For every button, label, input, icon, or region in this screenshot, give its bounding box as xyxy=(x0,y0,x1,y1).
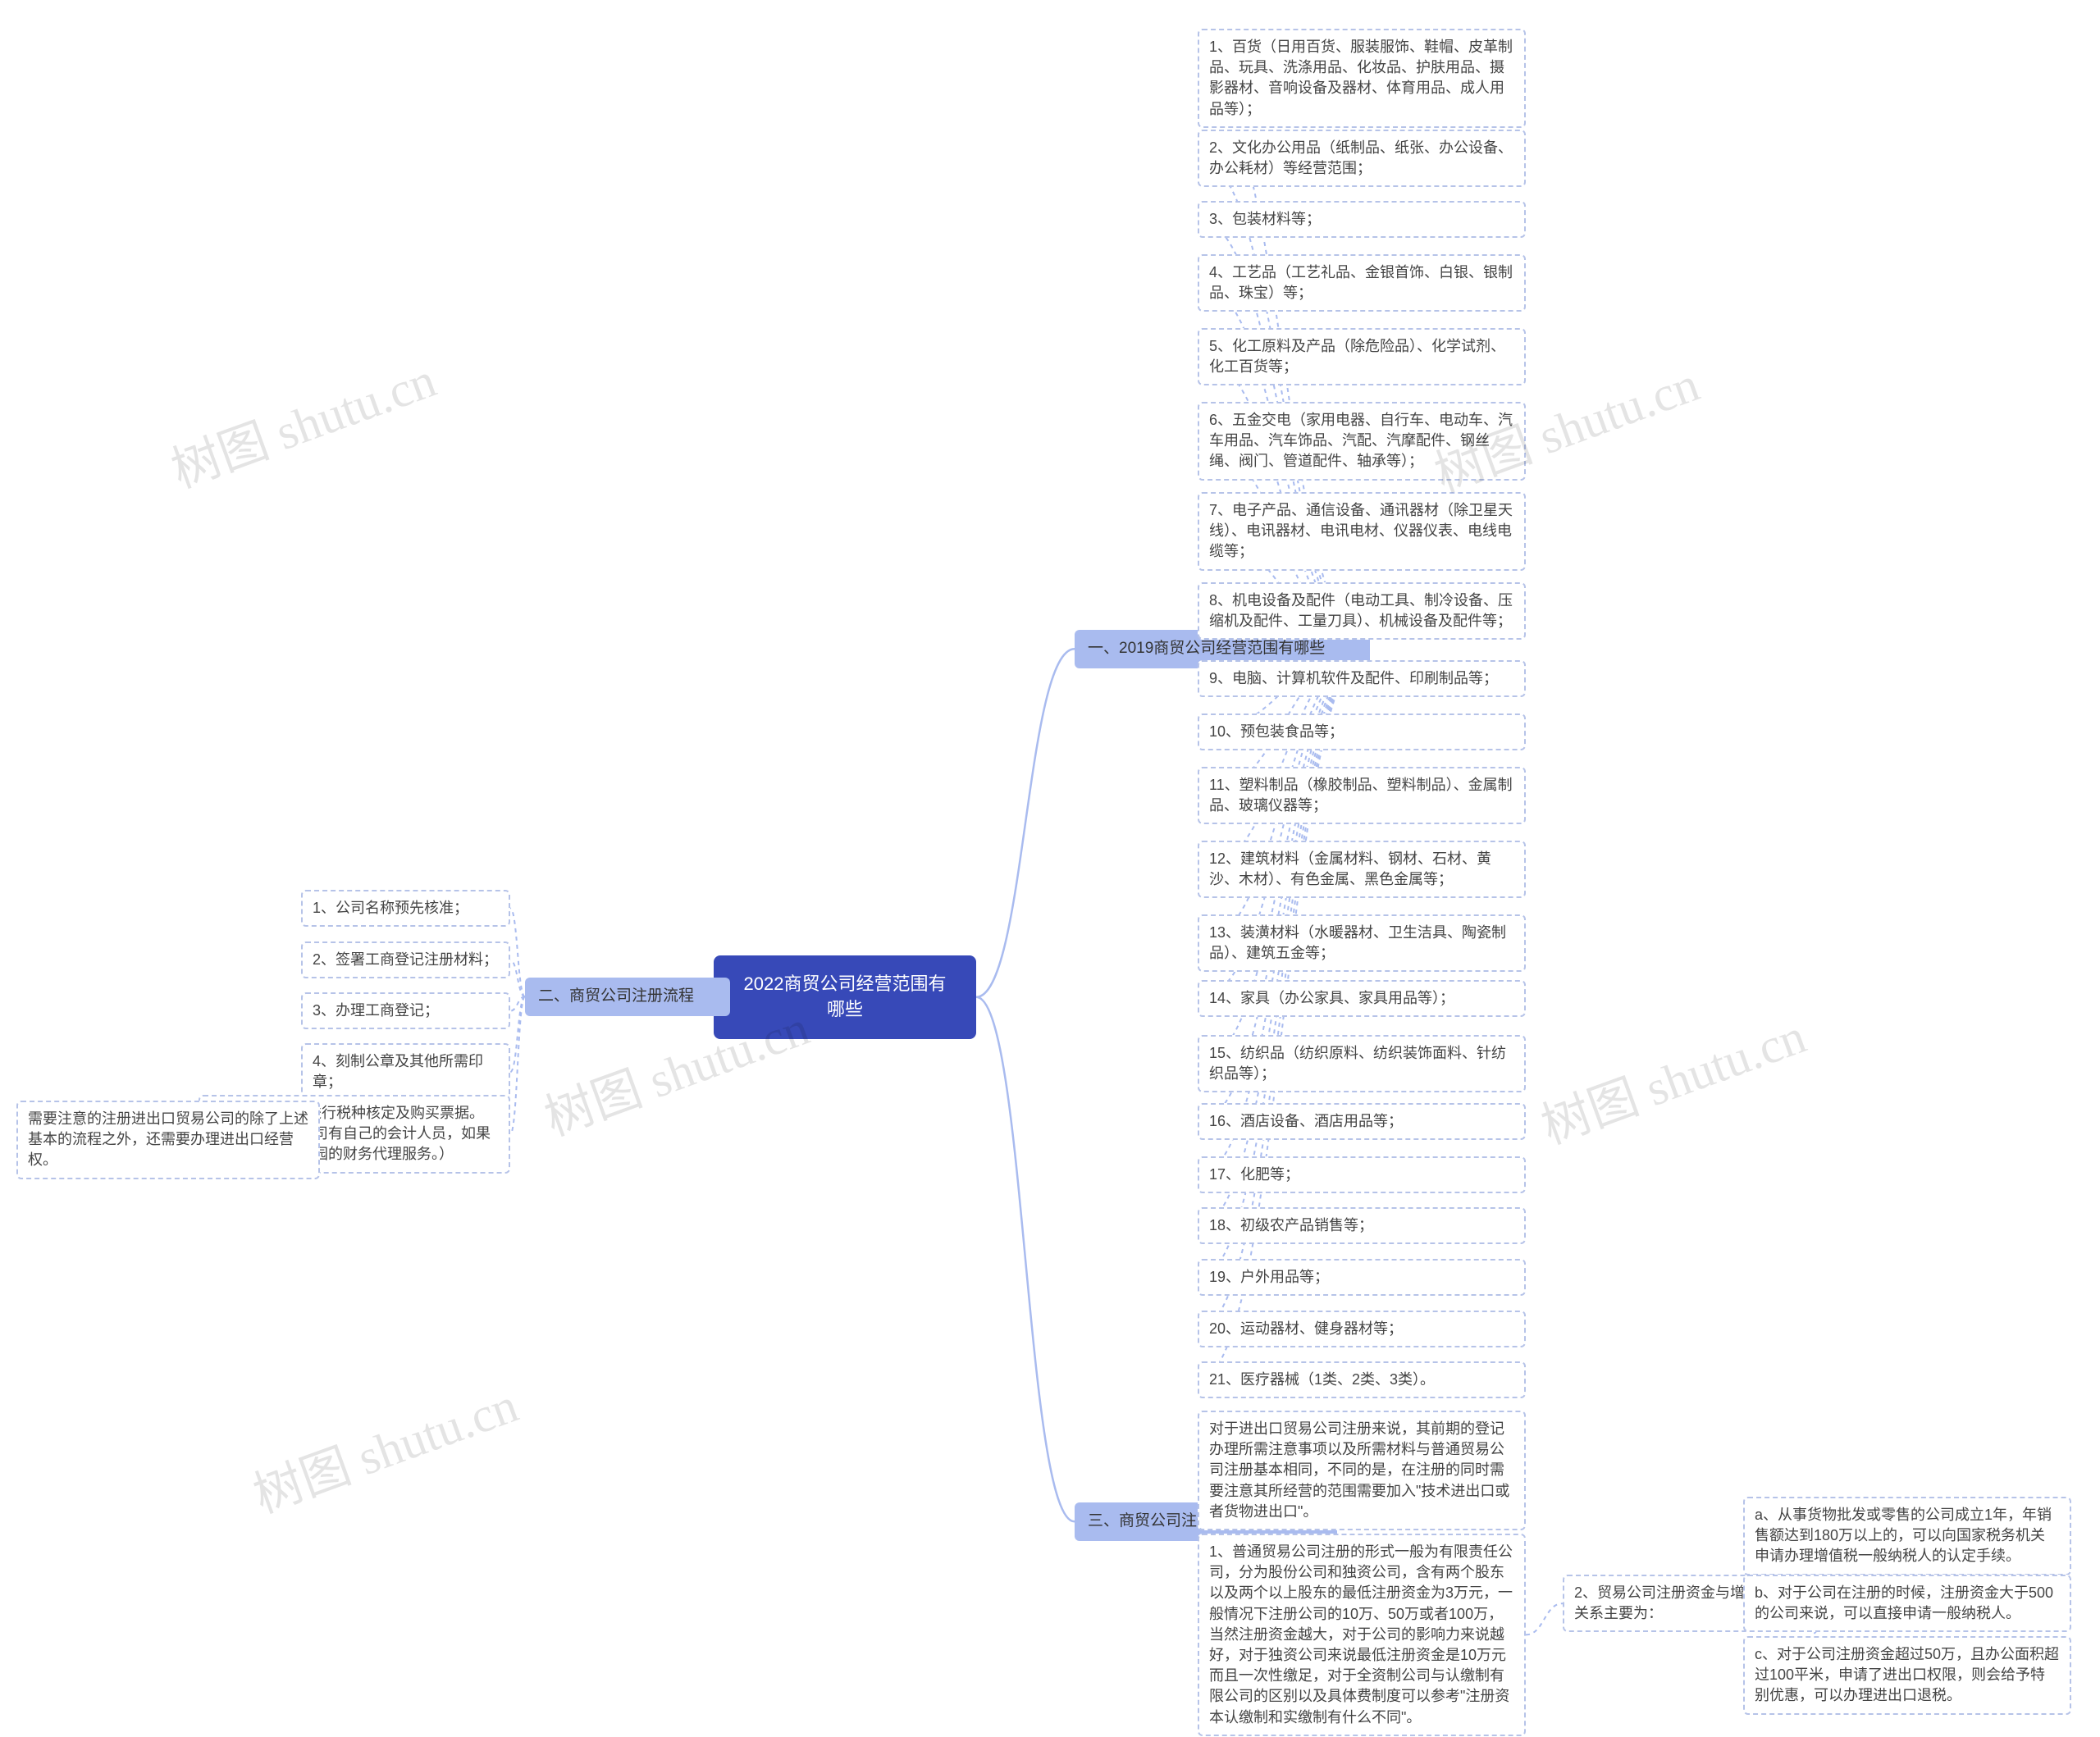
branch1-leaf: 10、预包装食品等； xyxy=(1198,713,1526,750)
branch1-leaf: 9、电脑、计算机软件及配件、印刷制品等； xyxy=(1198,660,1526,697)
branch2-leaf: 2、签署工商登记注册材料； xyxy=(301,941,510,978)
connector-layer xyxy=(0,0,2100,1737)
watermark: 树图 shutu.cn xyxy=(1530,996,1814,1158)
branch1-leaf: 12、建筑材料（金属材料、钢材、石材、黄沙、木材）、有色金属、黑色金属等； xyxy=(1198,841,1526,898)
branch1-leaf: 17、化肥等； xyxy=(1198,1156,1526,1193)
branch2-extra-leaf: 需要注意的注册进出口贸易公司的除了上述基本的流程之外，还需要办理进出口经营权。 xyxy=(16,1101,320,1179)
branch1-leaf: 3、包装材料等； xyxy=(1198,201,1526,238)
branch3-sub-leaf: b、对于公司在注册的时候，注册资金大于500的公司来说，可以直接申请一般纳税人。 xyxy=(1743,1575,2071,1632)
branch1-leaf: 15、纺织品（纺织原料、纺织装饰面料、针纺织品等）； xyxy=(1198,1035,1526,1092)
branch1-leaf: 21、医疗器械（1类、2类、3类）。 xyxy=(1198,1361,1526,1398)
branch1-leaf: 5、化工原料及产品（除危险品）、化学试剂、化工百货等； xyxy=(1198,328,1526,385)
branch1-leaf: 16、酒店设备、酒店用品等； xyxy=(1198,1103,1526,1140)
branch2-leaf: 1、公司名称预先核准； xyxy=(301,890,510,927)
branch2-leaf: 4、刻制公章及其他所需印章； xyxy=(301,1043,510,1101)
branch1-leaf: 1、百货（日用百货、服装服饰、鞋帽、皮革制品、玩具、洗涤用品、化妆品、护肤用品、… xyxy=(1198,29,1526,128)
branch1-leaf: 11、塑料制品（橡胶制品、塑料制品）、金属制品、玻璃仪器等； xyxy=(1198,767,1526,824)
branch1-leaf: 14、家具（办公家具、家具用品等）； xyxy=(1198,980,1526,1017)
watermark: 树图 shutu.cn xyxy=(242,1365,526,1527)
branch3-sub-leaf: a、从事货物批发或零售的公司成立1年，年销售额达到180万以上的，可以向国家税务… xyxy=(1743,1497,2071,1575)
root-node: 2022商贸公司经营范围有 哪些 xyxy=(714,955,976,1039)
branch1-leaf: 6、五金交电（家用电器、自行车、电动车、汽车用品、汽车饰品、汽配、汽摩配件、钢丝… xyxy=(1198,402,1526,481)
watermark: 树图 shutu.cn xyxy=(160,340,444,502)
branch1-leaf: 8、机电设备及配件（电动工具、制冷设备、压缩机及配件、工量刀具）、机械设备及配件… xyxy=(1198,582,1526,640)
branch1-leaf: 18、初级农产品销售等； xyxy=(1198,1207,1526,1244)
branch1-leaf: 2、文化办公用品（纸制品、纸张、办公设备、办公耗材）等经营范围； xyxy=(1198,130,1526,187)
branch1-leaf: 7、电子产品、通信设备、通讯器材（除卫星天线）、电讯器材、电讯电材、仪器仪表、电… xyxy=(1198,492,1526,571)
branch1-leaf: 19、户外用品等； xyxy=(1198,1259,1526,1296)
branch-2: 二、商贸公司注册流程 xyxy=(525,978,730,1016)
branch1-leaf: 20、运动器材、健身器材等； xyxy=(1198,1311,1526,1347)
branch2-leaf: 3、办理工商登记； xyxy=(301,992,510,1029)
branch3-sub-leaf: c、对于公司注册资金超过50万，且办公面积超过100平米，申请了进出口权限，则会… xyxy=(1743,1636,2071,1715)
branch1-leaf: 13、装潢材料（水暖器材、卫生洁具、陶瓷制品）、建筑五金等； xyxy=(1198,914,1526,972)
branch1-leaf: 4、工艺品（工艺礼品、金银首饰、白银、银制品、珠宝）等； xyxy=(1198,254,1526,312)
branch3-para: 对于进出口贸易公司注册来说，其前期的登记办理所需注意事项以及所需材料与普通贸易公… xyxy=(1198,1411,1526,1530)
branch3-leaf: 1、普通贸易公司注册的形式一般为有限责任公司，分为股份公司和独资公司，含有两个股… xyxy=(1198,1534,1526,1736)
